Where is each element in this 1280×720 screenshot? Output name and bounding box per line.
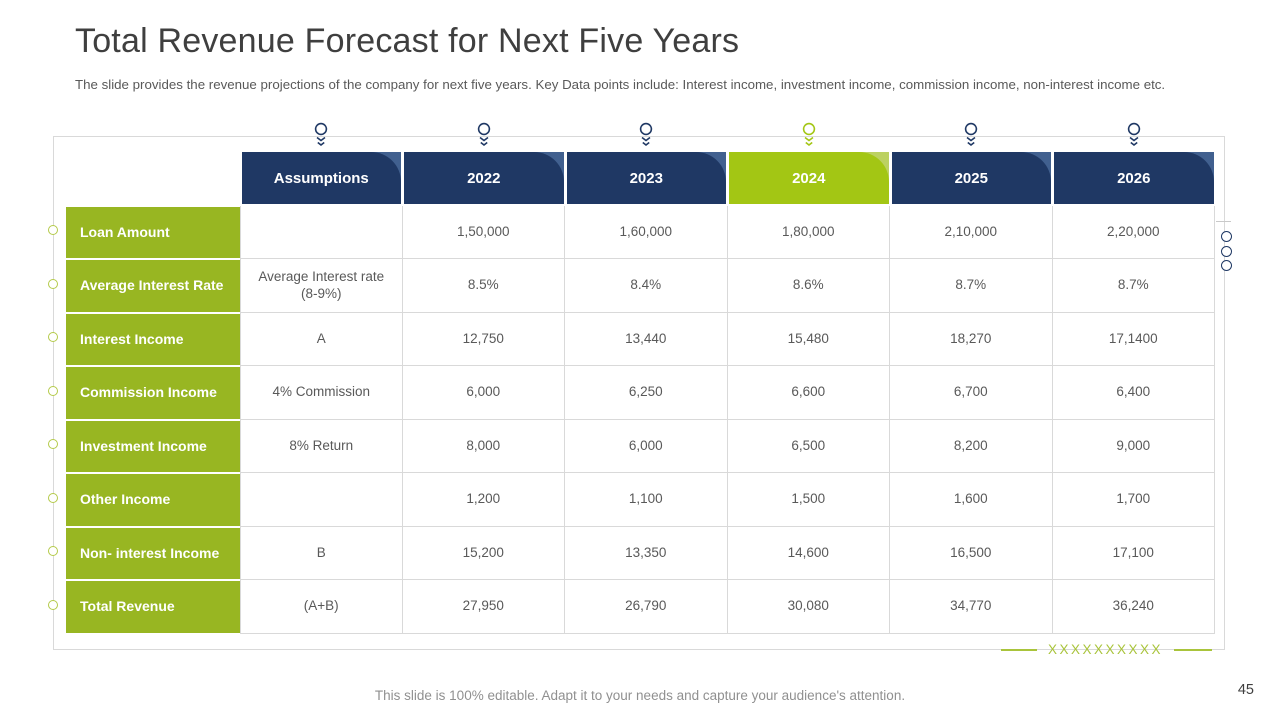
circle-marker-icon	[48, 385, 58, 396]
map-pin-icon	[962, 121, 980, 151]
table-cell: 36,240	[1052, 580, 1215, 634]
table-corner-cell	[66, 152, 240, 204]
table-cell: 27,950	[402, 580, 565, 634]
column-header-label: 2022	[467, 169, 501, 187]
table-cell: 2,20,000	[1052, 205, 1215, 259]
table-cell: 34,770	[890, 580, 1053, 634]
table-cell: 8.6%	[727, 259, 890, 313]
column-header-2026: 2026	[1054, 152, 1214, 204]
map-pin-icon	[475, 121, 493, 151]
table-cell: 17,100	[1052, 526, 1215, 580]
table-cell: 8.7%	[890, 259, 1053, 313]
circle-marker-icon	[48, 546, 58, 557]
circle-marker-icon	[48, 332, 58, 343]
table-cell: 14,600	[727, 526, 890, 580]
table-cell: 8,000	[402, 419, 565, 473]
circle-dots-icon	[1221, 246, 1232, 257]
column-header-label: 2026	[1117, 169, 1151, 187]
column-header-2024: 2024	[729, 152, 889, 204]
column-header-label: 2025	[954, 169, 988, 187]
table-cell: 6,000	[565, 419, 728, 473]
table-cell: 1,80,000	[727, 205, 890, 259]
table-cell: 1,600	[890, 473, 1053, 527]
revenue-forecast-table: Assumptions 2022 2023 2024 2025 2026 Loan Amou…	[66, 152, 1215, 634]
table-cell: B	[240, 526, 403, 580]
watermark-text: XXXXXXXXXX	[1048, 642, 1164, 657]
side-connector-line	[1216, 221, 1231, 222]
map-pin-icon	[800, 121, 818, 151]
table-cell: 1,100	[565, 473, 728, 527]
column-header-assumptions: Assumptions	[241, 152, 401, 204]
map-pin-icon	[637, 121, 655, 151]
table-cell: 17,1400	[1052, 312, 1215, 366]
table-cell: 18,270	[890, 312, 1053, 366]
circle-dots-icon	[1221, 231, 1232, 242]
table-cell: A	[240, 312, 403, 366]
circle-marker-icon	[48, 225, 58, 236]
table-cell: 6,700	[890, 366, 1053, 420]
table-cell: 1,50,000	[402, 205, 565, 259]
table-cell: (A+B)	[240, 580, 403, 634]
table-cell: 6,000	[402, 366, 565, 420]
table-cell	[240, 473, 403, 527]
map-pin-icon	[1125, 121, 1143, 151]
table-cell: 26,790	[565, 580, 728, 634]
column-header-2022: 2022	[404, 152, 564, 204]
column-header-2023: 2023	[566, 152, 726, 204]
table-cell: 8.4%	[565, 259, 728, 313]
circle-marker-icon	[48, 278, 58, 289]
table-cell: 15,480	[727, 312, 890, 366]
row-label: Average Interest Rate	[66, 260, 240, 312]
map-pin-icon	[312, 121, 330, 151]
table-cell: 1,700	[1052, 473, 1215, 527]
table-cell: 6,400	[1052, 366, 1215, 420]
decoration-line-left	[1001, 648, 1037, 651]
row-label: Loan Amount	[66, 206, 240, 258]
page-number: 45	[1237, 682, 1254, 698]
table-cell: 8.5%	[402, 259, 565, 313]
circle-dots-icon	[1221, 260, 1232, 271]
column-header-label: Assumptions	[273, 169, 369, 187]
table-cell: 2,10,000	[890, 205, 1053, 259]
table-cell: 13,440	[565, 312, 728, 366]
table-cell: 6,250	[565, 366, 728, 420]
row-label: Commission Income	[66, 367, 240, 419]
slide-subtitle: The slide provides the revenue projectio…	[75, 77, 1166, 92]
page-title: Total Revenue Forecast for Next Five Yea…	[75, 22, 740, 60]
column-header-label: 2024	[792, 169, 826, 187]
watermark-decoration: XXXXXXXXXX	[1001, 642, 1213, 657]
column-header-label: 2023	[629, 169, 663, 187]
table-cell: 6,500	[727, 419, 890, 473]
circle-marker-icon	[48, 439, 58, 450]
editable-note: This slide is 100% editable. Adapt it to…	[374, 688, 906, 703]
table-cell: 1,200	[402, 473, 565, 527]
row-label: Other Income	[66, 474, 240, 526]
circle-marker-icon	[48, 599, 58, 610]
table-cell: 4% Commission	[240, 366, 403, 420]
table-cell: 16,500	[890, 526, 1053, 580]
row-label: Total Revenue	[66, 581, 240, 633]
table-cell: 12,750	[402, 312, 565, 366]
table-cell: 1,500	[727, 473, 890, 527]
table-cell: 6,600	[727, 366, 890, 420]
table-cell	[240, 205, 403, 259]
row-label: Non- interest Income	[66, 527, 240, 579]
table-cell: 13,350	[565, 526, 728, 580]
table-cell: 9,000	[1052, 419, 1215, 473]
circle-marker-icon	[48, 492, 58, 503]
table-cell: 30,080	[727, 580, 890, 634]
table-cell: 8,200	[890, 419, 1053, 473]
table-cell: 8% Return	[240, 419, 403, 473]
table-cell: 15,200	[402, 526, 565, 580]
table-cell: 1,60,000	[565, 205, 728, 259]
table-cell: 8.7%	[1052, 259, 1215, 313]
row-label: Interest Income	[66, 313, 240, 365]
row-label: Investment Income	[66, 420, 240, 472]
decoration-line-right	[1174, 648, 1213, 651]
column-header-2025: 2025	[891, 152, 1051, 204]
table-cell: Average Interest rate (8-9%)	[240, 259, 403, 313]
